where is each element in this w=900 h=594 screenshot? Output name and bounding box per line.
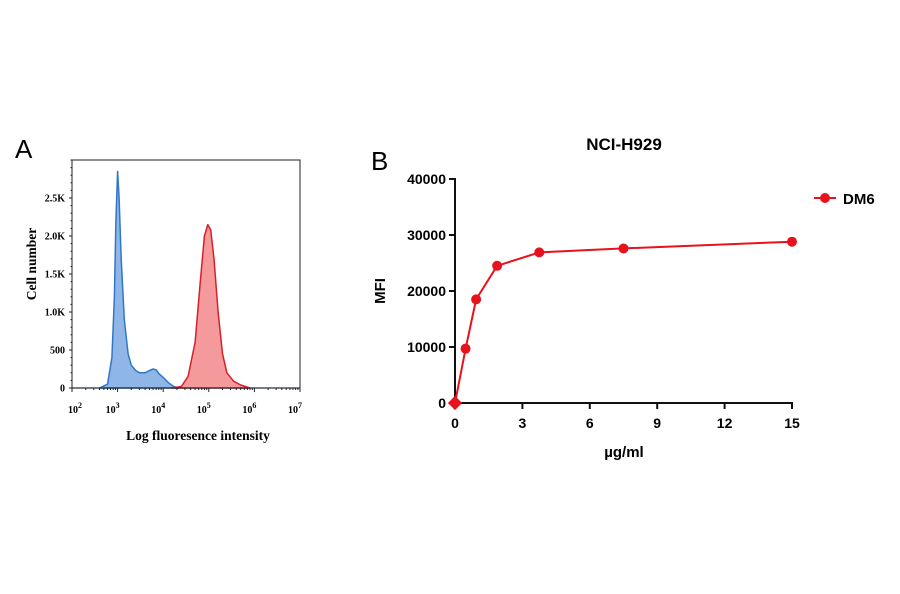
x-tick-exp: 2 (78, 401, 82, 410)
y-tick-label: 0 (438, 395, 446, 411)
chart-title: NCI-H929 (586, 135, 662, 154)
x-tick-exp: 5 (207, 401, 211, 410)
y-tick-label: 30000 (407, 227, 446, 243)
x-tick-label: 106 (242, 401, 256, 416)
x-tick-base: 10 (242, 405, 252, 416)
x-tick-base: 10 (68, 405, 78, 416)
plot-frame (71, 159, 301, 389)
x-tick-label: 105 (197, 401, 211, 416)
data-point (787, 236, 797, 247)
x-axis-label: µg/ml (604, 444, 643, 461)
legend-marker (820, 193, 830, 203)
x-tick-exp: 6 (252, 401, 256, 410)
x-tick-label: 107 (288, 401, 302, 416)
x-tick-label: 9 (653, 415, 661, 431)
y-tick-label: 2.0K (45, 232, 66, 243)
y-tick-label: 2.5K (45, 194, 66, 205)
y-tick-label: 40000 (407, 171, 446, 187)
x-tick-exp: 4 (161, 401, 165, 410)
x-tick-label: 6 (586, 415, 594, 431)
x-tick-label: 103 (106, 401, 120, 416)
data-point (460, 343, 471, 354)
y-tick-label: 500 (50, 346, 65, 357)
y-axis-label: Cell number (24, 228, 39, 300)
x-tick-base: 10 (151, 405, 161, 416)
data-point (492, 260, 503, 271)
x-axis-label: Log fluoresence intensity (126, 428, 270, 443)
x-tick-label: 104 (151, 401, 165, 416)
x-tick-base: 10 (288, 405, 298, 416)
x-tick-base: 10 (106, 405, 116, 416)
data-point (447, 395, 463, 411)
y-tick-label: 1.5K (45, 270, 66, 281)
histogram-series-0 (98, 170, 180, 389)
y-tick-label: 1.0K (45, 308, 66, 319)
x-tick-label: 3 (519, 415, 527, 431)
x-tick-label: 102 (68, 401, 82, 416)
x-tick-exp: 3 (116, 401, 120, 410)
data-point (534, 247, 545, 258)
panel-label-b: B (371, 146, 388, 176)
x-tick-exp: 7 (298, 401, 302, 410)
x-tick-label: 0 (451, 415, 459, 431)
y-tick-label: 20000 (407, 283, 446, 299)
histogram-series-1 (170, 223, 251, 389)
y-tick-label: 10000 (407, 339, 446, 355)
y-axis-label: MFI (372, 278, 389, 304)
data-point (618, 243, 629, 254)
x-tick-base: 10 (197, 405, 207, 416)
panel-label-a: A (15, 134, 33, 164)
series-line (454, 240, 793, 404)
x-tick-label: 12 (717, 415, 733, 431)
legend-label: DM6 (843, 191, 875, 208)
binding-curve-chart: NCI-H929 0 10000 20000 30000 40000 0 3 6 9 12 15 µg/… (372, 135, 875, 461)
x-tick-label: 15 (784, 415, 800, 431)
y-tick-label: 0 (60, 384, 65, 395)
data-point (471, 294, 482, 305)
